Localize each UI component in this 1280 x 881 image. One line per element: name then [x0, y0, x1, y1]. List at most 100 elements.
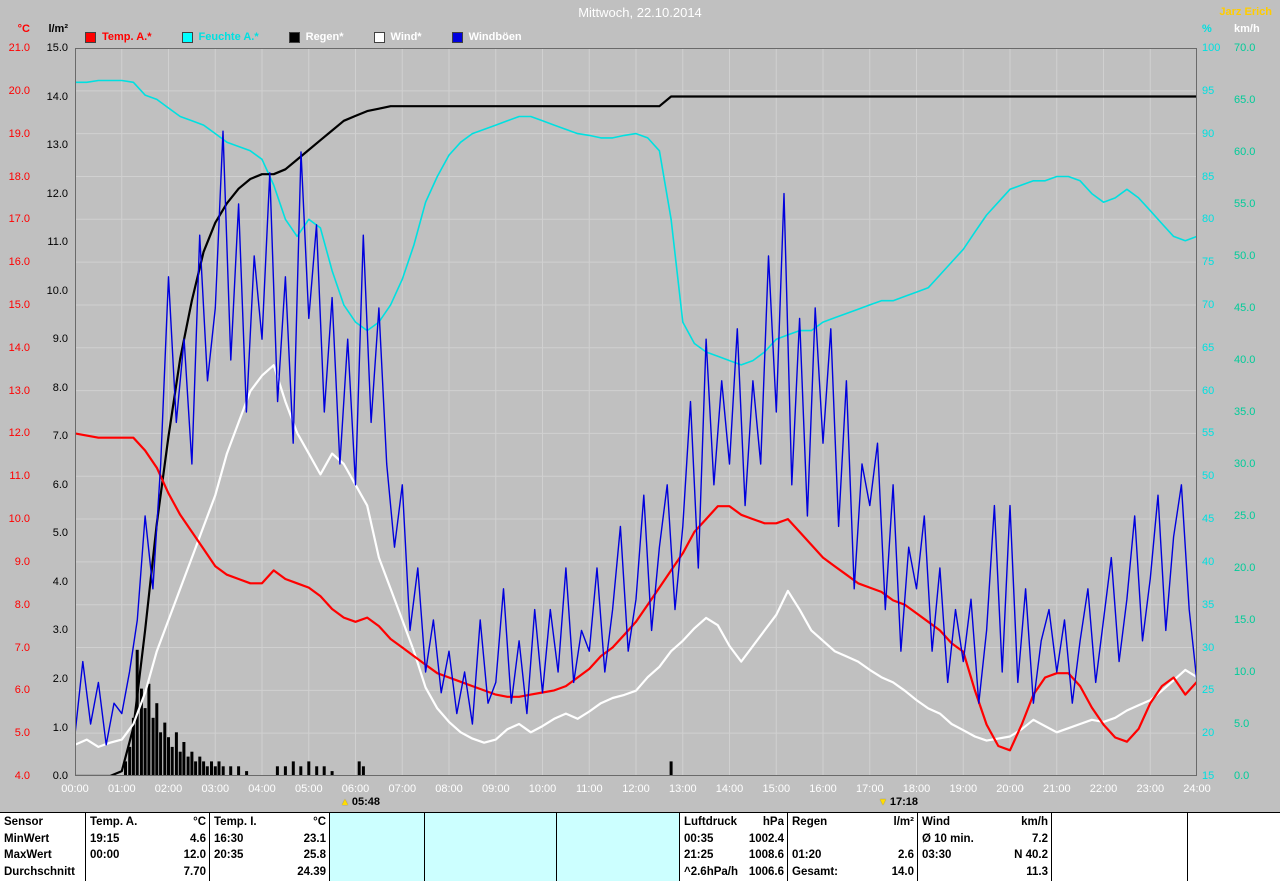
weather-chart — [73, 47, 1199, 778]
temp-axis-tick: 10.0 — [8, 513, 30, 526]
sunrise-marker: ▲ 05:48 — [340, 796, 380, 808]
rain-axis-tick: 10.0 — [46, 284, 68, 297]
wind-axis-tick: 45.0 — [1234, 302, 1256, 314]
stats-empty-column — [1188, 813, 1280, 881]
rain-series-label: Regen* — [305, 31, 344, 43]
chart-plot-area — [73, 47, 1199, 778]
page-title: Mittwoch, 22.10.2014 — [578, 5, 702, 20]
temp-a-max-time: 00:00 — [90, 849, 120, 862]
temp-series-label: Temp. A.* — [102, 31, 152, 43]
humidity-axis-tick: 100 — [1202, 42, 1221, 54]
wind-axis-tick: 15.0 — [1234, 614, 1256, 626]
temp-axis-tick: 9.0 — [14, 555, 30, 568]
temp-axis-tick: 13.0 — [8, 384, 30, 397]
x-axis-tick: 10:00 — [528, 783, 557, 795]
stats-label-maxwert: MaxWert — [4, 849, 52, 862]
wind-axis-tick: 25.0 — [1234, 510, 1256, 522]
temp-axis-tick: 21.0 — [8, 42, 30, 54]
wind-avg-value: 11.3 — [1026, 865, 1048, 878]
x-axis-tick: 09:00 — [482, 783, 510, 795]
x-axis-tick: 17:00 — [856, 783, 884, 795]
temp-series-swatch — [85, 31, 96, 43]
stats-col-temp-a: Temp. A. °C 19:15 4.6 00:00 12.0 7.70 — [86, 813, 210, 881]
luftdruck-min-time: 00:35 — [684, 832, 714, 845]
humidity-axis-tick: 45 — [1202, 513, 1215, 526]
wind-min-label: Ø 10 min. — [922, 832, 974, 845]
wind-axis-tick: 30.0 — [1234, 458, 1256, 470]
x-axis-tick: 24:00 — [1183, 783, 1211, 795]
x-axis-tick: 22:00 — [1089, 783, 1118, 795]
x-axis-tick: 08:00 — [435, 783, 463, 795]
rain-axis-tick: 14.0 — [46, 90, 68, 103]
temp-a-min-time: 19:15 — [90, 832, 120, 845]
luftdruck-max-time: 21:25 — [684, 849, 714, 862]
temp-axis-tick: 15.0 — [8, 298, 30, 311]
sunrise-time: 05:48 — [351, 796, 381, 808]
x-axis-tick: 19:00 — [949, 783, 978, 795]
rain-axis-tick: 1.0 — [52, 721, 68, 734]
humidity-axis-tick: 85 — [1202, 170, 1215, 183]
temp-i-min-value: 23.1 — [303, 832, 326, 845]
temp-i-unit: °C — [313, 816, 326, 829]
temp-axis-tick: 5.0 — [14, 727, 30, 740]
x-axis-tick: 00:00 — [61, 783, 89, 795]
rain-axis-tick: 7.0 — [52, 430, 68, 443]
wind-max-value: N 40.2 — [1014, 849, 1048, 862]
wind-axis-tick: 55.0 — [1234, 198, 1256, 210]
stats-label-minwert: MinWert — [4, 832, 50, 845]
rain-axis-tick: 2.0 — [52, 672, 68, 685]
wind-max-time: 03:30 — [922, 849, 952, 862]
temp-axis-tick: 18.0 — [8, 170, 30, 183]
rain-axis-tick: 8.0 — [52, 381, 68, 394]
legend-item-humidity: Feuchte A.* — [181, 31, 259, 43]
regen-name: Regen — [792, 816, 828, 829]
luftdruck-unit: hPa — [762, 816, 784, 829]
humidity-axis-tick: 90 — [1202, 127, 1215, 140]
humidity-series-swatch — [181, 31, 193, 43]
stats-col-luftdruck: Luftdruck hPa 00:35 1002.4 21:25 1008.6 ^2.… — [680, 813, 788, 881]
temp-axis-tick: 16.0 — [8, 256, 30, 269]
rain-axis-unit: l/m² — [48, 23, 68, 35]
legend-item-temp: Temp. A.* — [85, 31, 152, 43]
wind-name: Wind — [922, 816, 950, 829]
gusts-series-label: Windböen — [468, 31, 522, 43]
stats-empty-column — [330, 813, 425, 881]
temp-i-max-value: 25.8 — [303, 849, 326, 862]
luftdruck-max-value: 1008.6 — [748, 849, 784, 862]
temp-i-min-time: 16:30 — [214, 832, 244, 845]
wind-axis-tick: 20.0 — [1234, 562, 1256, 574]
stats-empty-column — [425, 813, 557, 881]
wind-axis-tick: 35.0 — [1234, 406, 1256, 418]
stats-col-regen: Regen l/m² 01:20 2.6 Gesamt: 14.0 — [788, 813, 918, 881]
temp-i-avg-value: 24.39 — [297, 865, 326, 878]
rain-axis-tick: 11.0 — [47, 236, 68, 249]
wind-unit: km/h — [1021, 816, 1048, 829]
temp-axis-unit: °C — [17, 23, 30, 35]
x-axis-tick: 23:00 — [1136, 783, 1165, 795]
luftdruck-name: Luftdruck — [684, 816, 738, 829]
x-axis-tick: 14:00 — [715, 783, 744, 795]
rain-axis-tick: 12.0 — [46, 187, 68, 200]
temp-a-min-value: 4.6 — [190, 832, 206, 845]
humidity-axis-tick: 30 — [1202, 641, 1215, 654]
temp-axis-tick: 14.0 — [8, 341, 30, 354]
temp-axis-tick: 7.0 — [14, 641, 30, 654]
temp-axis-tick: 12.0 — [8, 427, 30, 440]
humidity-axis-tick: 70 — [1202, 298, 1215, 311]
humidity-axis-tick: 40 — [1202, 555, 1215, 568]
x-axis-tick: 06:00 — [341, 783, 370, 795]
temp-axis-tick: 19.0 — [8, 127, 30, 140]
humidity-axis-tick: 35 — [1202, 598, 1215, 611]
stats-col-wind: Wind km/h Ø 10 min. 7.2 03:30 N 40.2 11.3 — [918, 813, 1052, 881]
temp-axis-tick: 11.0 — [9, 470, 30, 483]
stats-col-temp-i: Temp. I. °C 16:30 23.1 20:35 25.8 24.39 — [210, 813, 330, 881]
regen-unit: l/m² — [893, 816, 914, 829]
sunset-icon: ▼ — [878, 796, 888, 808]
x-axis-tick: 07:00 — [388, 783, 417, 795]
legend-item-gusts: Windböen — [451, 31, 522, 43]
rain-axis-tick: 4.0 — [52, 575, 68, 588]
x-axis-tick: 15:00 — [762, 783, 791, 795]
luftdruck-trend: ^2.6hPa/h — [684, 865, 739, 878]
rain-axis-tick: 6.0 — [52, 478, 68, 491]
